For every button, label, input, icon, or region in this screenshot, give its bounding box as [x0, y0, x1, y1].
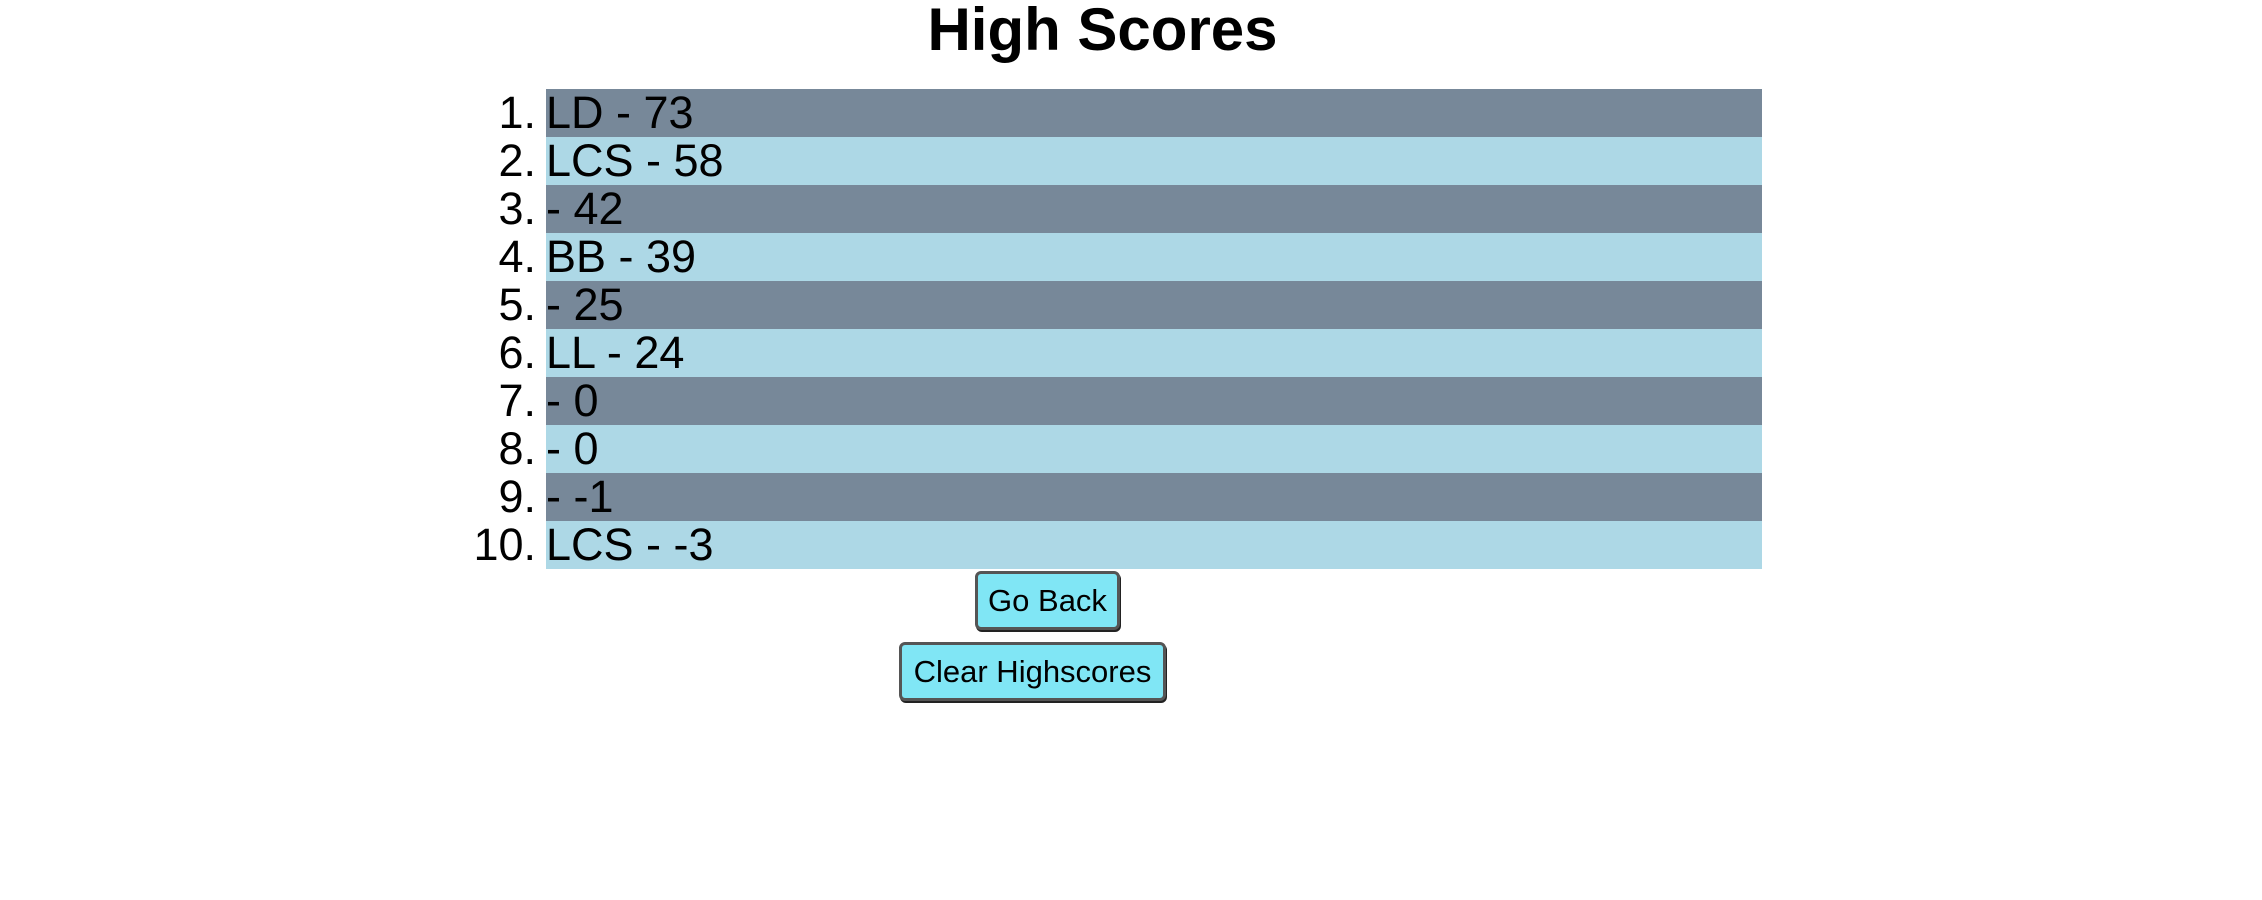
- rank-number: 10.: [473, 519, 536, 570]
- rank-number: 5.: [498, 279, 536, 330]
- rank-number: 6.: [498, 327, 536, 378]
- score-entry: - -1: [546, 471, 614, 522]
- rank-number: 1.: [498, 87, 536, 138]
- page-title: High Scores: [927, 0, 1278, 63]
- rank-number: 8.: [498, 423, 536, 474]
- score-row-6: 6. LL - 24: [498, 327, 1762, 378]
- score-row-2: 2. LCS - 58: [498, 135, 1762, 186]
- score-row-4: 4. BB - 39: [498, 231, 1762, 282]
- rank-number: 3.: [498, 183, 536, 234]
- score-entry: LCS - -3: [546, 519, 714, 570]
- score-row-8: 8. - 0: [498, 423, 1762, 474]
- rank-number: 2.: [498, 135, 536, 186]
- go-back-button[interactable]: Go Back: [975, 571, 1120, 630]
- score-row-1: 1. LD - 73: [498, 87, 1762, 138]
- score-entry: - 0: [546, 423, 599, 474]
- score-entry: LL - 24: [546, 327, 685, 378]
- score-row-10: 10. LCS - -3: [473, 519, 1762, 570]
- score-entry: - 0: [546, 375, 599, 426]
- rank-number: 9.: [498, 471, 536, 522]
- score-entry: LD - 73: [546, 87, 694, 138]
- score-entry: - 25: [546, 279, 624, 330]
- score-row-9: 9. - -1: [498, 471, 1762, 522]
- score-entry: LCS - 58: [546, 135, 724, 186]
- score-row-3: 3. - 42: [498, 183, 1762, 234]
- score-row-7: 7. - 0: [498, 375, 1762, 426]
- score-entry: - 42: [546, 183, 624, 234]
- rank-number: 7.: [498, 375, 536, 426]
- score-list: 1. LD - 73 2. LCS - 58 3. - 42 4. BB - 3…: [473, 87, 1762, 570]
- rank-number: 4.: [498, 231, 536, 282]
- score-row-5: 5. - 25: [498, 279, 1762, 330]
- score-entry: BB - 39: [546, 231, 697, 282]
- clear-highscores-button[interactable]: Clear Highscores: [899, 642, 1166, 701]
